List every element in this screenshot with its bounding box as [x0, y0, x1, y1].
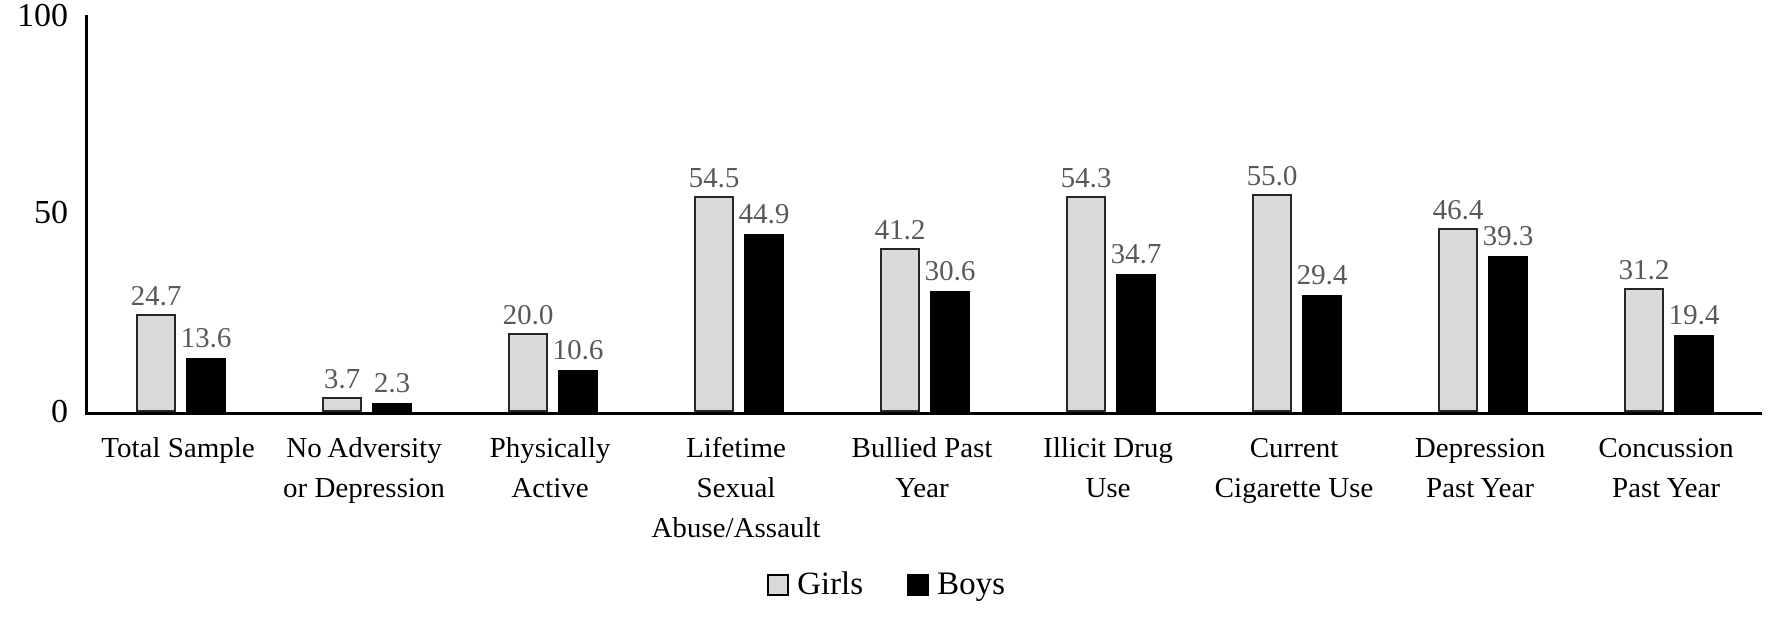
- bar-group: 20.0 10.6: [460, 15, 646, 412]
- y-axis-tick-100: 100: [17, 0, 68, 34]
- boys-value-label: 44.9: [738, 197, 790, 230]
- legend-item-boys: Boys: [907, 568, 1005, 601]
- bar-group: 41.2 30.6: [832, 15, 1018, 412]
- boys-bar: 44.9: [739, 199, 789, 412]
- category-label: Bullied Past Year: [851, 432, 993, 505]
- category-label: Depression Past Year: [1414, 432, 1546, 505]
- boys-value-label: 2.3: [373, 366, 411, 399]
- girls-value-label: 55.0: [1246, 159, 1298, 192]
- legend-label-girls: Girls: [797, 566, 864, 602]
- boys-value-label: 13.6: [180, 322, 232, 354]
- girls-bar: 41.2: [875, 216, 925, 412]
- girls-value-label: 3.7: [323, 363, 361, 396]
- boys-bar: 34.7: [1111, 240, 1161, 412]
- category-label: Illicit Drug Use: [1043, 432, 1173, 505]
- bar-group: 54.3 34.7: [1018, 15, 1204, 412]
- girls-value-label: 24.7: [130, 279, 182, 312]
- bar-group: 31.2 19.4: [1576, 15, 1762, 412]
- bar-groups: 24.7 13.6 3.7 2.3 20.0 10.6 54.5 44.9 41.2 30.6 54…: [88, 15, 1762, 412]
- boys-value-label: 34.7: [1110, 238, 1162, 271]
- category-label: Concussion Past Year: [1598, 432, 1734, 505]
- boys-value-label: 30.6: [924, 254, 976, 287]
- girls-bar: 46.4: [1433, 195, 1483, 412]
- boys-bar: 30.6: [925, 256, 975, 412]
- boys-value-label: 29.4: [1296, 259, 1348, 292]
- category-label: No Adversity or Depression: [283, 432, 445, 505]
- legend-label-boys: Boys: [937, 566, 1005, 602]
- girls-bar: 3.7: [322, 365, 362, 412]
- boys-value-label: 19.4: [1668, 299, 1720, 331]
- girls-bar: 24.7: [131, 281, 181, 412]
- bar-group: 24.7 13.6: [88, 15, 274, 412]
- category-label: Lifetime Sexual Abuse/Assault: [651, 432, 821, 545]
- legend: Girls Boys: [0, 568, 1772, 601]
- boys-bar: 13.6: [181, 324, 231, 412]
- girls-bar: 20.0: [503, 300, 553, 412]
- category-label: Total Sample: [101, 432, 255, 464]
- category-label: Physically Active: [489, 432, 611, 505]
- girls-bar: 54.5: [689, 163, 739, 412]
- boys-swatch-icon: [907, 573, 930, 596]
- category-labels: Total Sample No Adversity or Depression Ph…: [85, 428, 1759, 548]
- girls-value-label: 20.0: [502, 298, 554, 331]
- boys-bar: 19.4: [1669, 301, 1719, 412]
- girls-bar: 54.3: [1061, 164, 1111, 412]
- y-axis-tick-0: 0: [51, 393, 68, 430]
- boys-value-label: 10.6: [552, 333, 604, 366]
- boys-bar: 39.3: [1483, 222, 1533, 412]
- bar-group: 46.4 39.3: [1390, 15, 1576, 412]
- bar-group: 54.5 44.9: [646, 15, 832, 412]
- category-label: Current Cigarette Use: [1214, 432, 1374, 505]
- bar-group: 55.0 29.4: [1204, 15, 1390, 412]
- girls-swatch-icon: [767, 573, 790, 596]
- girls-bar: 31.2: [1619, 256, 1669, 412]
- girls-value-label: 41.2: [874, 214, 926, 247]
- boys-value-label: 39.3: [1482, 220, 1534, 252]
- plot-area: 24.7 13.6 3.7 2.3 20.0 10.6 54.5 44.9 41.2 30.6 54…: [85, 15, 1762, 415]
- bar-group: 3.7 2.3: [274, 15, 460, 412]
- girls-value-label: 54.5: [688, 161, 740, 194]
- girls-value-label: 54.3: [1060, 162, 1112, 195]
- legend-item-girls: Girls: [767, 568, 863, 601]
- y-axis-tick-50: 50: [34, 194, 68, 231]
- girls-bar: 55.0: [1247, 161, 1297, 412]
- boys-bar: 10.6: [553, 335, 603, 412]
- girls-value-label: 31.2: [1618, 254, 1670, 287]
- boys-bar: 2.3: [372, 368, 412, 412]
- girls-value-label: 46.4: [1432, 193, 1484, 226]
- boys-bar: 29.4: [1297, 261, 1347, 412]
